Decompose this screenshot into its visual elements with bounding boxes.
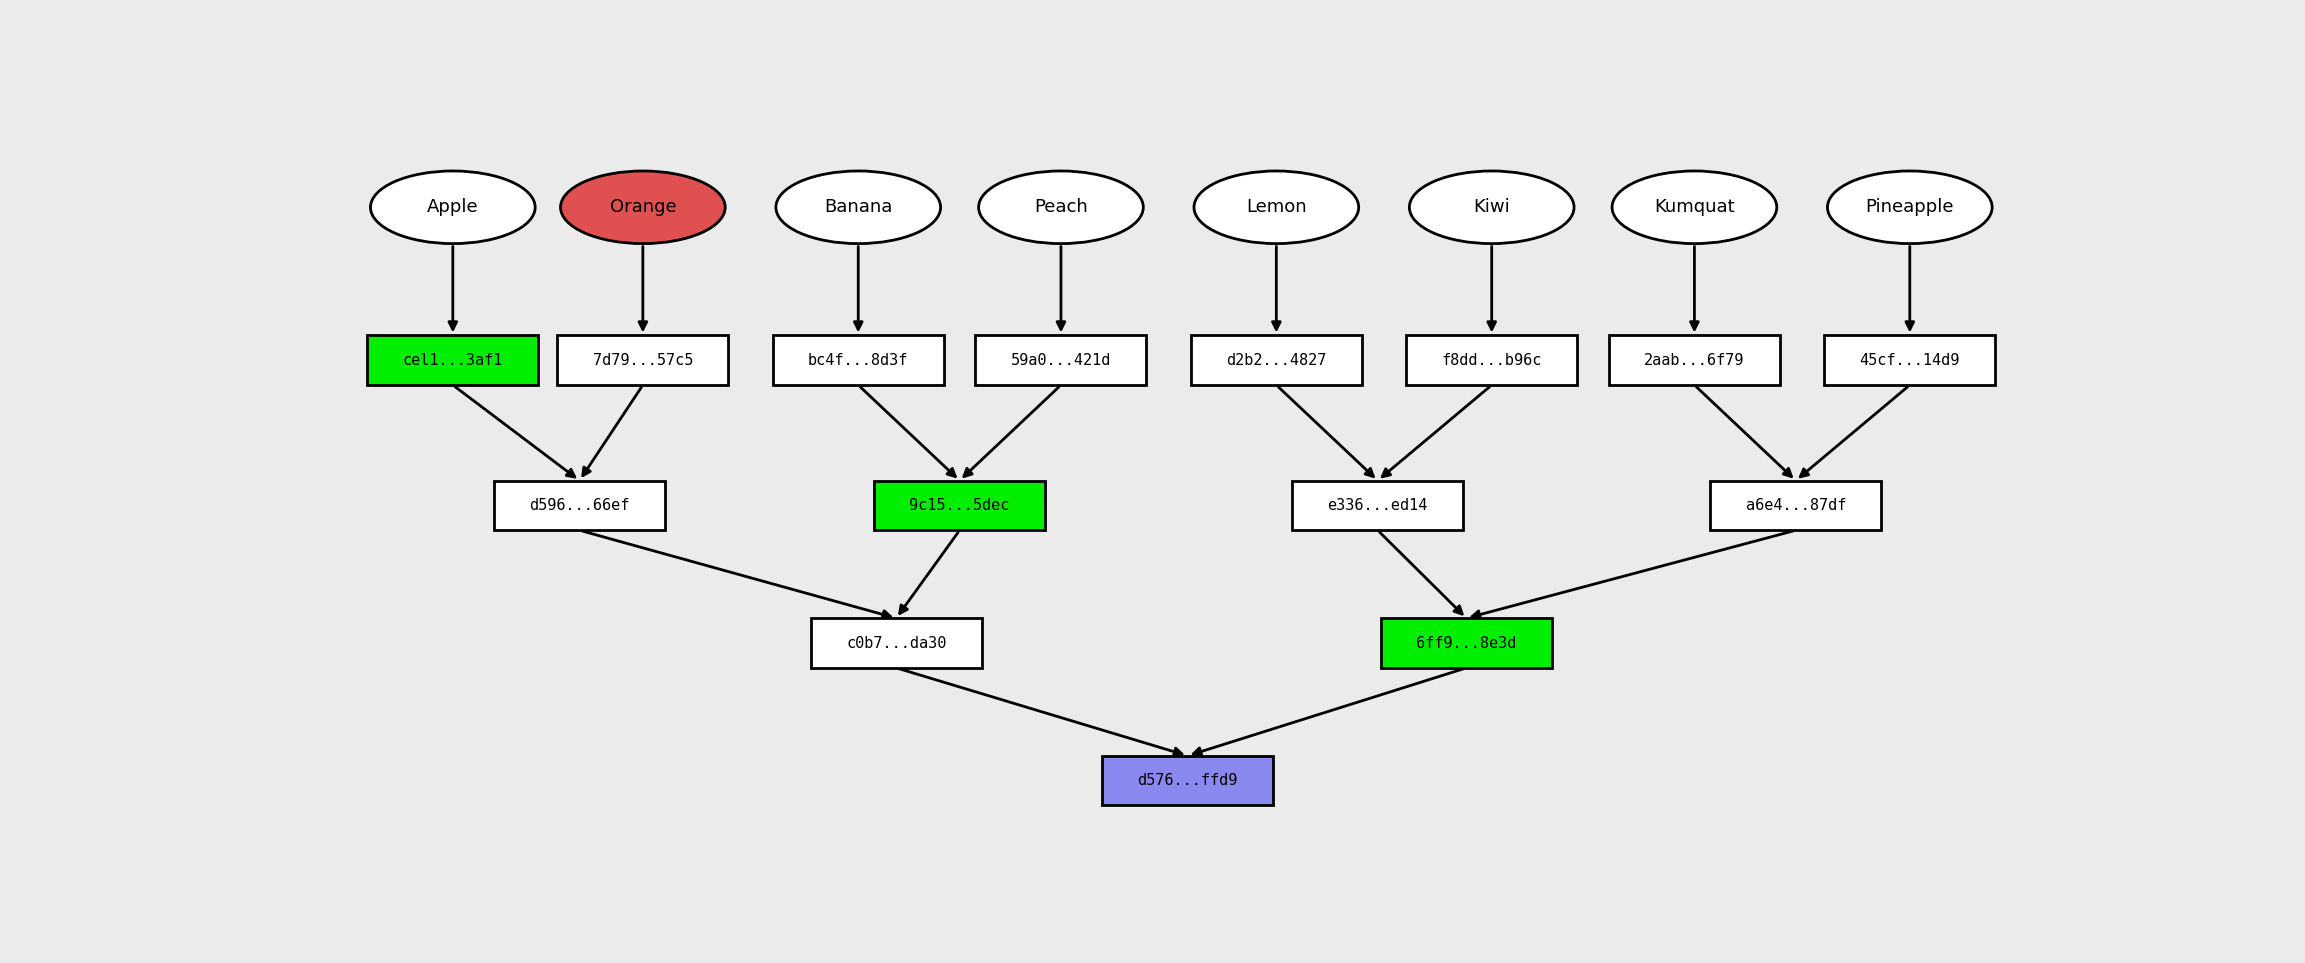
Text: 7d79...57c5: 7d79...57c5 <box>592 352 694 368</box>
Text: bc4f...8d3f: bc4f...8d3f <box>809 352 908 368</box>
FancyBboxPatch shape <box>1406 335 1577 385</box>
FancyBboxPatch shape <box>1293 481 1464 531</box>
FancyBboxPatch shape <box>1192 335 1362 385</box>
Text: 9c15...5dec: 9c15...5dec <box>910 498 1010 513</box>
Text: 59a0...421d: 59a0...421d <box>1012 352 1111 368</box>
FancyBboxPatch shape <box>874 481 1044 531</box>
Text: 6ff9...8e3d: 6ff9...8e3d <box>1415 636 1517 651</box>
Text: d596...66ef: d596...66ef <box>530 498 629 513</box>
Text: Kiwi: Kiwi <box>1473 198 1510 217</box>
Ellipse shape <box>371 171 535 244</box>
Text: Pineapple: Pineapple <box>1865 198 1955 217</box>
Ellipse shape <box>1194 171 1358 244</box>
Text: d2b2...4827: d2b2...4827 <box>1226 352 1325 368</box>
Text: Lemon: Lemon <box>1247 198 1307 217</box>
FancyBboxPatch shape <box>493 481 666 531</box>
FancyBboxPatch shape <box>1823 335 1996 385</box>
Ellipse shape <box>1611 171 1777 244</box>
FancyBboxPatch shape <box>558 335 728 385</box>
Ellipse shape <box>980 171 1143 244</box>
FancyBboxPatch shape <box>1381 618 1551 668</box>
Ellipse shape <box>777 171 940 244</box>
Text: 45cf...14d9: 45cf...14d9 <box>1860 352 1959 368</box>
FancyBboxPatch shape <box>1710 481 1881 531</box>
Ellipse shape <box>1828 171 1992 244</box>
Ellipse shape <box>560 171 726 244</box>
Text: c0b7...da30: c0b7...da30 <box>846 636 947 651</box>
FancyBboxPatch shape <box>1609 335 1779 385</box>
Text: 2aab...6f79: 2aab...6f79 <box>1643 352 1745 368</box>
FancyBboxPatch shape <box>975 335 1146 385</box>
Text: d576...ffd9: d576...ffd9 <box>1136 773 1238 788</box>
FancyBboxPatch shape <box>772 335 943 385</box>
Text: Peach: Peach <box>1035 198 1088 217</box>
Text: Kumquat: Kumquat <box>1655 198 1736 217</box>
Text: Banana: Banana <box>825 198 892 217</box>
FancyBboxPatch shape <box>811 618 982 668</box>
Text: f8dd...b96c: f8dd...b96c <box>1441 352 1542 368</box>
Ellipse shape <box>1408 171 1574 244</box>
Text: Orange: Orange <box>609 198 675 217</box>
Text: cel1...3af1: cel1...3af1 <box>403 352 502 368</box>
Text: e336...ed14: e336...ed14 <box>1328 498 1427 513</box>
FancyBboxPatch shape <box>1102 756 1272 805</box>
Text: Apple: Apple <box>426 198 479 217</box>
FancyBboxPatch shape <box>366 335 539 385</box>
Text: a6e4...87df: a6e4...87df <box>1745 498 1846 513</box>
